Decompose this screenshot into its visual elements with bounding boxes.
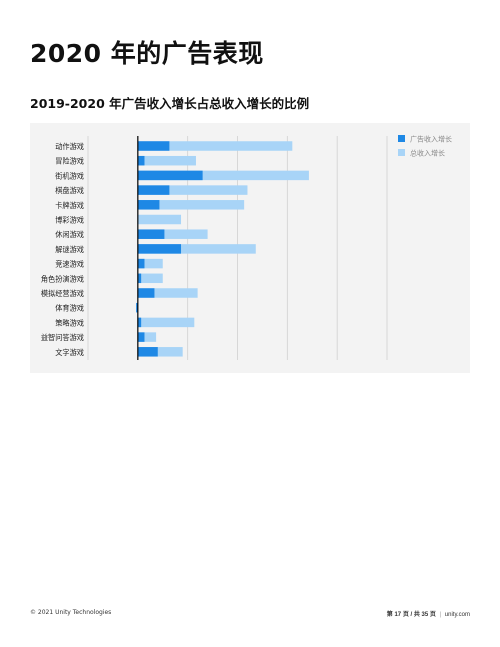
bar-ad-growth [137, 244, 182, 254]
bar-total-growth [137, 258, 163, 269]
category-label: 休闲游戏 [55, 230, 84, 239]
page-mid: 页 / 共 [401, 612, 422, 618]
footer-copyright: © 2021 Unity Technologies [30, 609, 112, 616]
bar-ad-growth [137, 170, 203, 181]
category-label: 棋盘游戏 [55, 186, 84, 195]
bar-ad-growth [137, 288, 155, 298]
category-label: 解谜游戏 [55, 245, 84, 254]
page-prefix: 第 [386, 612, 395, 618]
category-label: 竞速游戏 [55, 260, 84, 269]
legend-label: 广告收入增长 [410, 135, 452, 144]
bar-ad-growth [137, 200, 160, 210]
category-label: 卡牌游戏 [55, 201, 84, 210]
category-label: 冒险游戏 [55, 157, 84, 166]
bar-total-growth [137, 244, 256, 254]
bar-total-growth [137, 273, 163, 284]
page-total: 35 [421, 612, 429, 618]
bar-ad-growth [137, 258, 145, 269]
bar-ad-growth [136, 302, 138, 313]
category-label: 动作游戏 [55, 142, 84, 151]
bar-total-growth [137, 200, 245, 210]
footer-page-info: 第 17 页 / 共 35 页 | unity.com [387, 609, 470, 618]
category-label: 角色扮演游戏 [41, 274, 84, 283]
bar-ad-growth [137, 332, 145, 342]
legend-swatch [398, 149, 405, 156]
legend-label: 总收入增长 [410, 149, 445, 158]
category-label: 街机游戏 [55, 171, 84, 180]
category-label: 文字游戏 [55, 348, 84, 357]
chart-title: 2019-2020 年广告收入增长占总收入增长的比例 [30, 96, 310, 111]
bar-total-growth [137, 155, 196, 166]
page-current: 17 [394, 612, 402, 618]
bar-total-growth [137, 288, 198, 298]
bar-ad-growth [137, 347, 158, 357]
bar-total-growth [137, 317, 195, 328]
bar-chart: 动作游戏冒险游戏街机游戏棋盘游戏卡牌游戏博彩游戏休闲游戏解谜游戏竞速游戏角色扮演… [41, 135, 452, 360]
bar-total-growth [137, 229, 208, 239]
bar-ad-growth [137, 185, 170, 195]
bar-ad-growth [137, 317, 142, 328]
bar-ad-growth [137, 155, 145, 166]
bar-total-growth [137, 347, 183, 357]
chart-panel: 动作游戏冒险游戏街机游戏棋盘游戏卡牌游戏博彩游戏休闲游戏解谜游戏竞速游戏角色扮演… [30, 123, 470, 373]
page-suffix: 页 [428, 612, 436, 618]
footer-site-link[interactable]: unity.com [444, 612, 470, 618]
legend-swatch [398, 135, 405, 142]
bar-total-growth [137, 332, 157, 342]
category-label: 益智问答游戏 [41, 333, 84, 342]
category-label: 体育游戏 [55, 304, 84, 313]
bar-ad-growth [137, 273, 142, 284]
category-label: 模拟经营游戏 [41, 289, 84, 298]
footer-separator: | [439, 612, 442, 618]
bar-total-growth [137, 185, 248, 195]
bar-total-growth [137, 214, 182, 225]
bar-total-growth [137, 141, 293, 151]
bar-ad-growth [137, 229, 165, 239]
page-title: 2020 年的广告表现 [30, 39, 264, 68]
bar-ad-growth [137, 141, 170, 151]
category-label: 博彩游戏 [55, 216, 84, 225]
bar-total-growth [137, 170, 309, 181]
category-label: 策略游戏 [55, 318, 84, 327]
